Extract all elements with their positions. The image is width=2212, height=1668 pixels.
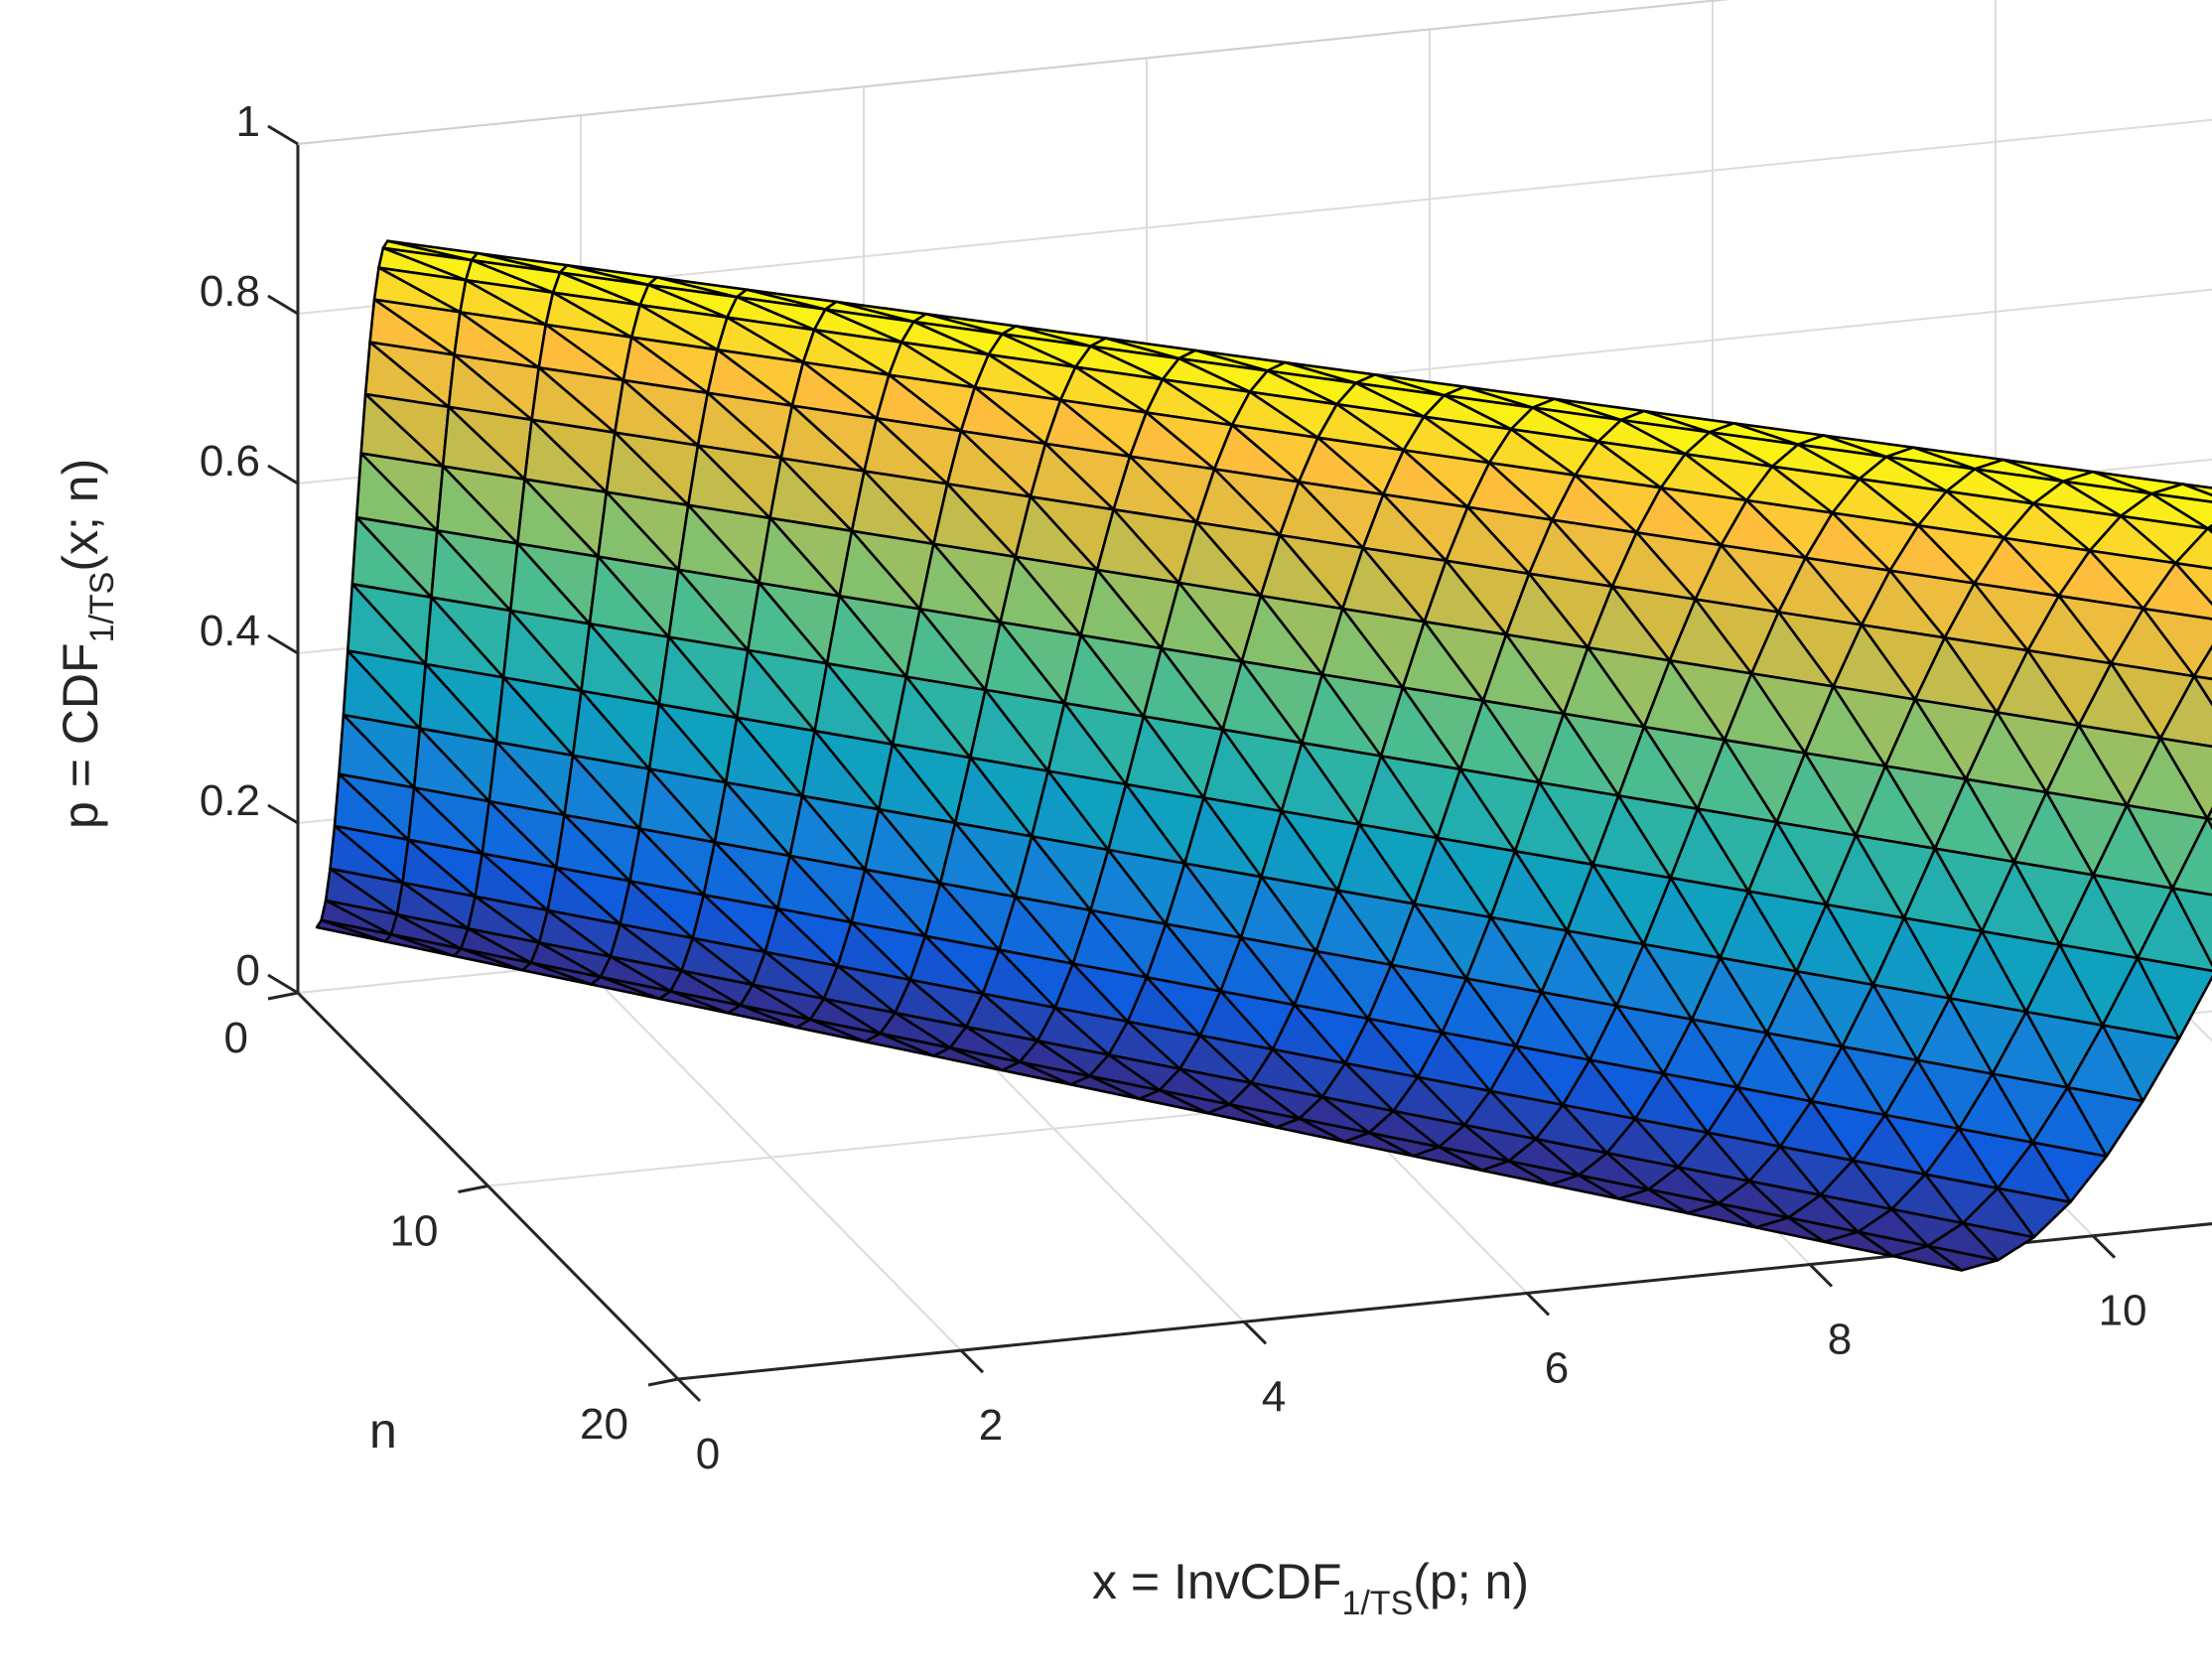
x-tick-label: 4 <box>1262 1372 1286 1421</box>
surface-facet <box>520 961 593 986</box>
surface-facet <box>315 918 387 943</box>
z-tick-mark <box>267 294 299 316</box>
x-tick-label: 2 <box>979 1401 1003 1450</box>
surface-facet <box>452 947 524 972</box>
box-edge <box>297 0 1729 145</box>
z-tick-label: 0.2 <box>200 776 260 825</box>
y-axis-label: n <box>369 1403 397 1459</box>
x-axis-line <box>677 1222 2212 1381</box>
x-tick-label: 8 <box>1828 1316 1852 1364</box>
z-tick-mark <box>267 633 299 655</box>
surface-facet <box>864 1032 935 1057</box>
x-tick-mark <box>676 1377 702 1403</box>
x-tick-mark <box>1525 1292 1551 1317</box>
surface-facet <box>1823 1230 1894 1258</box>
x-axis-label: x = InvCDF1/TS(p; n) <box>1092 1554 1529 1622</box>
surface-facet <box>726 1004 798 1030</box>
surface-facet <box>932 1046 1004 1072</box>
surface-facet <box>1275 1117 1346 1144</box>
surface-facet <box>794 1018 867 1043</box>
axis-ticks: 024681012140102000.20.40.60.81 <box>200 97 2147 1478</box>
surface-facet <box>1206 1103 1278 1129</box>
z-tick-label: 1 <box>236 97 260 146</box>
surface-facet <box>1069 1074 1141 1101</box>
x-tick-label: 0 <box>696 1430 720 1478</box>
z-tick-label: 0 <box>236 946 260 995</box>
surface-facet <box>1001 1060 1072 1086</box>
y-tick-mark <box>458 1184 488 1193</box>
surface-facet <box>1412 1145 1483 1173</box>
surface-facet <box>2170 817 2212 897</box>
z-tick-mark <box>267 803 299 825</box>
surface-facet <box>1138 1088 1209 1115</box>
surface-facet <box>383 932 456 958</box>
y-tick-mark <box>647 1377 679 1387</box>
surface-facet <box>1343 1131 1415 1158</box>
surface-facet <box>1617 1187 1689 1215</box>
y-tick-label: 0 <box>224 1014 248 1062</box>
surface-facet <box>1686 1201 1757 1229</box>
y-tick-mark <box>267 991 299 1001</box>
surface-facet <box>2174 526 2212 570</box>
z-tick-label: 0.4 <box>200 607 260 655</box>
y-tick-label: 20 <box>580 1400 628 1449</box>
surface-facet <box>2206 806 2212 821</box>
z-tick-mark <box>267 464 299 486</box>
z-tick-mark <box>267 973 299 995</box>
surface-facet <box>2192 644 2212 681</box>
x-tick-mark <box>1808 1263 1834 1288</box>
z-tick-label: 0.8 <box>200 267 260 316</box>
z-tick-mark <box>267 124 299 146</box>
cdf-surface <box>315 239 2212 1272</box>
surface-facet <box>657 989 730 1015</box>
x-tick-mark <box>1242 1320 1268 1345</box>
surface-facet <box>1891 1244 1964 1272</box>
surface-facet <box>1480 1160 1552 1186</box>
x-tick-label: 6 <box>1545 1343 1569 1392</box>
surface-facet <box>589 975 661 1001</box>
surface-facet <box>1549 1174 1620 1200</box>
x-tick-label: 10 <box>2099 1287 2147 1335</box>
back-wall-grid-line <box>297 0 1729 145</box>
y-tick-label: 10 <box>390 1207 439 1256</box>
x-tick-mark <box>2091 1234 2117 1259</box>
z-axis-label: p = CDF1/TS(x; n) <box>53 459 121 829</box>
x-tick-mark <box>959 1349 985 1374</box>
surface-facet <box>1754 1216 1826 1244</box>
z-tick-label: 0.6 <box>200 437 260 486</box>
